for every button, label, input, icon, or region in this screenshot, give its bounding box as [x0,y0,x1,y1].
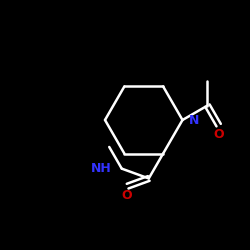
Text: N: N [189,114,199,126]
Text: O: O [213,128,224,141]
Text: NH: NH [91,162,112,175]
Text: O: O [121,189,132,202]
